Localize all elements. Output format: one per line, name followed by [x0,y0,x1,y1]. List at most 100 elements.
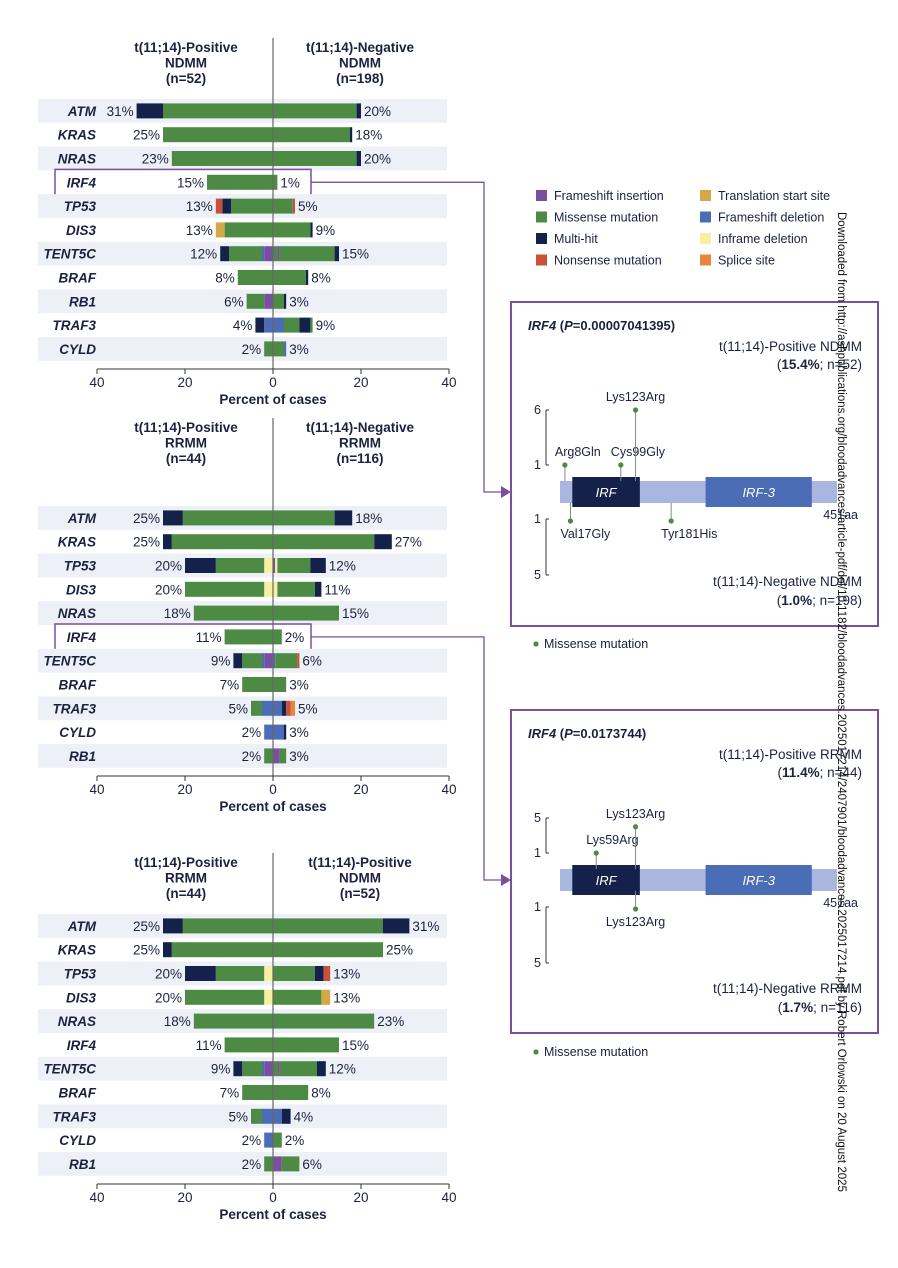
left-percent-label: 20% [155,559,182,574]
row-stripe [38,1104,447,1129]
bar-segment [215,558,265,573]
bar-segment [273,1061,278,1077]
left-percent-label: 25% [133,919,160,934]
top-axis-max: 5 [534,811,541,825]
gene-label: TRAF3 [53,318,97,333]
bar-segment [264,989,273,1005]
bar-segment [233,1061,243,1077]
bar-segment [262,1061,265,1077]
bar-segment [255,317,265,333]
lollipop-head [668,518,674,524]
bar-segment [264,1132,273,1148]
left-percent-label: 31% [107,104,134,119]
protein-length-label: 451aa [823,508,858,522]
bar-segment [273,1132,282,1148]
gene-label: ATM [67,919,97,934]
bar-segment [277,1061,280,1077]
connector-arrowhead [501,486,511,498]
right-percent-label: 3% [289,678,309,693]
bar-segment [317,1061,326,1077]
bar-segment [334,246,339,262]
bar-segment [229,246,262,262]
bar-segment [264,966,273,981]
bar-segment [207,174,273,190]
bar-segment [264,724,273,740]
title-gene: IRF4 [528,726,557,741]
left-percent-label: 5% [228,1109,248,1124]
gene-label: TRAF3 [53,701,97,716]
bar-segment [163,942,172,958]
right-group-header: t(11;14)-Negative [306,420,415,435]
right-group-header: t(11;14)-Negative [306,40,415,55]
right-percent-label: 6% [302,1157,322,1172]
bar-segment [273,918,383,934]
top-axis-min: 1 [534,458,541,472]
gene-label: BRAF [59,1086,97,1101]
bar-segment [284,341,287,357]
gene-label: BRAF [59,271,97,286]
bar-segment [185,989,265,1005]
x-tick-label: 40 [441,375,456,390]
bar-segment [262,1108,273,1124]
top-axis-min: 1 [534,846,541,860]
protein-domain [572,477,640,507]
right-percent-label: 13% [333,990,360,1005]
left-group-header: RRMM [165,436,207,451]
x-tick-label: 0 [269,375,277,390]
right-percent-label: 18% [355,128,382,143]
bar-segment [273,317,284,333]
bar-segment [284,317,300,333]
gene-label: TP53 [64,199,97,214]
bar-segment [264,558,273,573]
bar-segment [273,246,278,262]
legend-label: Translation start site [718,189,830,203]
row-stripe [38,744,447,768]
bar-segment [292,198,295,214]
left-percent-label: 13% [186,199,213,214]
bar-segment [262,653,265,669]
legend-swatch [700,254,711,266]
bar-segment [222,198,232,214]
open-paren: ( [778,1000,783,1015]
right-percent-label: 15% [342,1038,369,1053]
bar-segment [273,942,383,958]
bar-segment [273,198,293,214]
gene-label: TP53 [64,967,97,982]
bottom-group-n: ; n=116) [813,1000,862,1015]
x-tick-label: 40 [441,1190,456,1205]
bar-segment [163,918,183,934]
left-percent-label: 2% [242,725,262,740]
bar-segment [310,317,313,333]
bar-segment [171,151,273,166]
row-stripe [38,696,447,721]
bar-segment [275,653,298,669]
bottom-axis-max: 5 [534,956,541,970]
legend-label: Splice site [718,254,775,268]
gene-label: CYLD [59,1133,96,1148]
x-tick-label: 40 [89,375,104,390]
bar-segment [251,700,262,716]
right-percent-label: 6% [302,654,322,669]
left-percent-label: 11% [196,1038,222,1053]
bar-segment [220,246,229,262]
gene-label: DIS3 [66,582,97,597]
bar-segment [264,581,273,597]
lollipop-head [632,407,639,413]
left-percent-label: 9% [211,1062,231,1077]
bar-segment [273,222,311,238]
left-group-header: (n=44) [166,886,206,901]
bar-segment [277,246,280,262]
bar-segment [215,966,265,981]
bottom-group-stats: (1.7%; n=116) [778,1000,862,1015]
right-percent-label: 3% [289,294,309,309]
bar-segment [193,605,273,621]
bar-segment [185,966,216,981]
legend-label: Frameshift insertion [554,189,664,203]
x-tick-label: 0 [269,1190,277,1205]
lollipop-title: IRF4 (P=0.00007041395) [528,318,675,333]
bar-segment [273,605,339,621]
right-group-header: (n=52) [340,886,380,901]
left-percent-label: 18% [164,606,191,621]
top-group-name: t(11;14)-Positive RRMM [719,747,862,762]
left-percent-label: 11% [196,630,222,645]
